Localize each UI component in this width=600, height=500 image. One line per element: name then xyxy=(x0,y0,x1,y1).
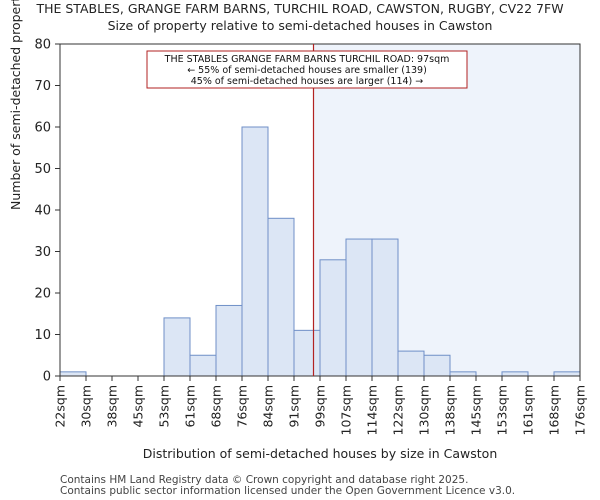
x-tick-label: 61sqm xyxy=(183,385,198,428)
y-tick-label: 10 xyxy=(34,328,51,343)
x-tick-label: 45sqm xyxy=(131,385,146,428)
bar xyxy=(449,371,477,377)
x-tick-label: 161sqm xyxy=(521,385,536,435)
bar xyxy=(553,371,581,377)
x-tick-label: 53sqm xyxy=(157,385,172,428)
bar xyxy=(163,317,191,377)
annotation-line-1: THE STABLES GRANGE FARM BARNS TURCHIL RO… xyxy=(164,54,450,65)
y-tick-label: 80 xyxy=(34,38,51,53)
bar xyxy=(397,350,425,377)
x-tick-label: 22sqm xyxy=(53,385,68,428)
footer-copyright: Contains HM Land Registry data © Crown c… xyxy=(60,474,469,486)
y-tick-label: 70 xyxy=(34,79,51,94)
x-tick-label: 76sqm xyxy=(235,385,250,428)
x-tick-label: 68sqm xyxy=(209,385,224,428)
bar xyxy=(189,354,217,377)
bar xyxy=(215,304,243,377)
bar xyxy=(423,354,451,377)
x-tick-label: 168sqm xyxy=(547,385,562,435)
x-tick-label: 107sqm xyxy=(339,385,354,435)
y-tick-label: 30 xyxy=(34,245,51,260)
chart-subtitle: Size of property relative to semi-detach… xyxy=(107,18,493,33)
x-tick-label: 130sqm xyxy=(417,385,432,435)
x-tick-label: 138sqm xyxy=(443,385,458,435)
annotation-line-2: ← 55% of semi-detached houses are smalle… xyxy=(187,65,427,76)
bar xyxy=(59,371,87,377)
x-tick-label: 145sqm xyxy=(469,385,484,435)
y-tick-label: 0 xyxy=(43,370,51,385)
y-tick-label: 40 xyxy=(34,204,51,219)
x-tick-label: 153sqm xyxy=(495,385,510,435)
x-tick-label: 114sqm xyxy=(365,385,380,435)
chart-title: THE STABLES, GRANGE FARM BARNS, TURCHIL … xyxy=(36,1,564,16)
x-tick-label: 84sqm xyxy=(261,385,276,428)
y-tick-label: 20 xyxy=(34,287,51,302)
x-tick-label: 91sqm xyxy=(287,385,302,428)
bar xyxy=(241,126,269,377)
y-tick-label: 50 xyxy=(34,162,51,177)
x-tick-label: 176sqm xyxy=(573,385,588,435)
x-tick-label: 99sqm xyxy=(313,385,328,428)
bar xyxy=(319,259,347,377)
x-tick-label: 38sqm xyxy=(105,385,120,428)
annotation-box xyxy=(146,50,468,89)
annotation-line-3: 45% of semi-detached houses are larger (… xyxy=(191,76,424,87)
bar xyxy=(371,238,399,377)
footer-licence: Contains public sector information licen… xyxy=(60,485,516,497)
x-axis-label: Distribution of semi-detached houses by … xyxy=(142,446,498,461)
bar xyxy=(501,371,529,377)
x-tick-label: 122sqm xyxy=(391,385,406,435)
bar xyxy=(267,217,295,377)
y-tick-label: 60 xyxy=(34,121,51,136)
x-tick-label: 30sqm xyxy=(79,385,94,428)
bar xyxy=(345,238,373,377)
y-axis-label: Number of semi-detached properties xyxy=(8,0,23,210)
bar xyxy=(293,329,321,377)
